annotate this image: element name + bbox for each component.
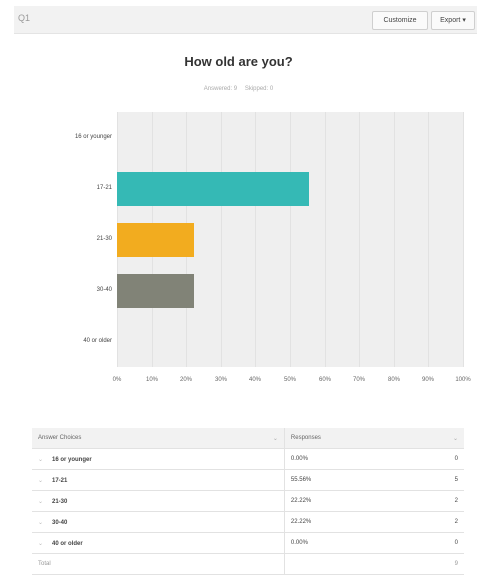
gridline bbox=[290, 112, 291, 367]
x-tick-label: 90% bbox=[413, 377, 443, 383]
x-tick-label: 70% bbox=[344, 377, 374, 383]
chevron-down-icon[interactable]: ⌄ bbox=[38, 456, 46, 463]
x-tick-label: 20% bbox=[171, 377, 201, 383]
bar[interactable] bbox=[117, 172, 309, 206]
export-button[interactable]: Export ▾ bbox=[431, 11, 475, 30]
category-label: 17-21 bbox=[30, 185, 112, 191]
x-tick-label: 100% bbox=[448, 377, 477, 383]
question-number: Q1 bbox=[18, 13, 30, 23]
gridline bbox=[325, 112, 326, 367]
category-label: 16 or younger bbox=[30, 134, 112, 140]
answer-choice: 17-21 bbox=[52, 478, 67, 484]
category-label: 30-40 bbox=[30, 287, 112, 293]
header-answer-choices[interactable]: Answer Choices ⌄ bbox=[32, 428, 284, 449]
x-tick-label: 50% bbox=[275, 377, 305, 383]
gridline bbox=[359, 112, 360, 367]
chevron-down-icon[interactable]: ⌄ bbox=[38, 477, 46, 484]
response-count: 5 bbox=[433, 470, 464, 491]
table-row[interactable]: ⌄ 40 or older 0.00% 0 bbox=[32, 533, 464, 554]
total-label: Total bbox=[32, 554, 284, 575]
table-row[interactable]: ⌄ 30-40 22.22% 2 bbox=[32, 512, 464, 533]
table-row[interactable]: ⌄ 16 or younger 0.00% 0 bbox=[32, 449, 464, 470]
gridline bbox=[255, 112, 256, 367]
gridline bbox=[394, 112, 395, 367]
response-percent: 22.22% bbox=[284, 491, 432, 512]
chevron-down-icon[interactable]: ⌄ bbox=[38, 540, 46, 547]
answered-count: Answered: 9 bbox=[204, 86, 237, 92]
bar[interactable] bbox=[117, 274, 194, 308]
category-label: 40 or older bbox=[30, 338, 112, 344]
table-row[interactable]: ⌄ 17-21 55.56% 5 bbox=[32, 470, 464, 491]
x-tick-label: 80% bbox=[379, 377, 409, 383]
header-responses[interactable]: Responses ⌄ bbox=[284, 428, 464, 449]
chevron-down-icon: ⌄ bbox=[273, 435, 278, 442]
response-percent: 22.22% bbox=[284, 512, 432, 533]
response-count: 0 bbox=[433, 449, 464, 470]
chevron-down-icon[interactable]: ⌄ bbox=[38, 519, 46, 526]
chevron-down-icon: ⌄ bbox=[453, 435, 458, 442]
table-row[interactable]: ⌄ 21-30 22.22% 2 bbox=[32, 491, 464, 512]
answer-choice: 21-30 bbox=[52, 499, 67, 505]
chevron-down-icon[interactable]: ⌄ bbox=[38, 498, 46, 505]
gridline bbox=[221, 112, 222, 367]
response-percent: 0.00% bbox=[284, 449, 432, 470]
gridline bbox=[428, 112, 429, 367]
table-total-row: Total 9 bbox=[32, 554, 464, 575]
bar[interactable] bbox=[117, 223, 194, 257]
total-value: 9 bbox=[433, 554, 464, 575]
response-count: 0 bbox=[433, 533, 464, 554]
skipped-count: Skipped: 0 bbox=[245, 86, 273, 92]
x-tick-label: 30% bbox=[206, 377, 236, 383]
table-header-row: Answer Choices ⌄ Responses ⌄ bbox=[32, 428, 464, 449]
gridline bbox=[463, 112, 464, 367]
answer-choice: 40 or older bbox=[52, 541, 83, 547]
response-count: 2 bbox=[433, 491, 464, 512]
response-percent: 55.56% bbox=[284, 470, 432, 491]
answer-choice: 30-40 bbox=[52, 520, 67, 526]
category-label: 21-30 bbox=[30, 236, 112, 242]
x-tick-label: 40% bbox=[240, 377, 270, 383]
x-tick-label: 0% bbox=[102, 377, 132, 383]
customize-button[interactable]: Customize bbox=[372, 11, 428, 30]
responses-table: Answer Choices ⌄ Responses ⌄ ⌄ 16 or youn… bbox=[32, 428, 464, 575]
answer-choice: 16 or younger bbox=[52, 457, 92, 463]
x-tick-label: 60% bbox=[310, 377, 340, 383]
x-tick-label: 10% bbox=[137, 377, 167, 383]
response-count: 2 bbox=[433, 512, 464, 533]
response-percent: 0.00% bbox=[284, 533, 432, 554]
question-title: How old are you? bbox=[0, 54, 477, 69]
response-summary: Answered: 9 Skipped: 0 bbox=[0, 86, 477, 92]
